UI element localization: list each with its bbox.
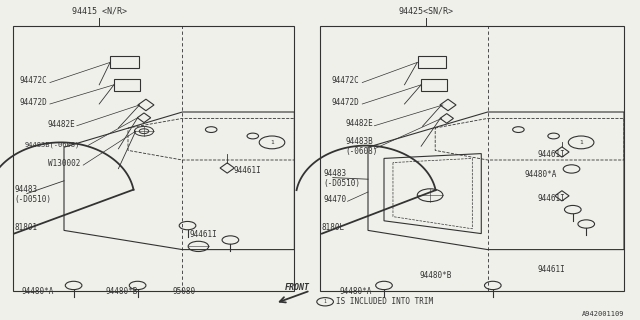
- Text: (-0608): (-0608): [346, 147, 378, 156]
- Text: 94472C: 94472C: [19, 76, 47, 85]
- Text: 94480*A: 94480*A: [21, 287, 54, 296]
- Text: IS INCLUDED INTO TRIM: IS INCLUDED INTO TRIM: [336, 297, 433, 306]
- Text: 94472D: 94472D: [332, 98, 359, 107]
- Text: 94480*A: 94480*A: [525, 170, 557, 179]
- Text: 94483: 94483: [14, 185, 37, 194]
- Text: 94461I: 94461I: [234, 166, 261, 175]
- Text: 94482E: 94482E: [346, 119, 373, 128]
- Bar: [13, 26, 294, 291]
- Text: W130002: W130002: [48, 159, 81, 168]
- Text: 94472C: 94472C: [332, 76, 359, 85]
- Text: 94461I: 94461I: [189, 230, 217, 239]
- Text: 95080: 95080: [173, 287, 196, 296]
- Text: 94461I: 94461I: [538, 194, 565, 203]
- Text: A942001109: A942001109: [582, 311, 624, 316]
- Text: 94425<SN/R>: 94425<SN/R>: [398, 7, 453, 16]
- Text: 1: 1: [270, 140, 274, 145]
- Text: 94483B(-0608): 94483B(-0608): [24, 141, 79, 148]
- Text: 94470: 94470: [323, 195, 346, 204]
- Bar: [320, 26, 624, 291]
- Text: FRONT: FRONT: [285, 283, 310, 292]
- Text: 94415 <N/R>: 94415 <N/R>: [72, 7, 127, 16]
- Text: 94480*B: 94480*B: [419, 271, 452, 280]
- Text: 94483B: 94483B: [346, 137, 373, 146]
- Text: 1: 1: [579, 140, 583, 145]
- Text: 94480*B: 94480*B: [106, 287, 138, 296]
- Text: 94482E: 94482E: [48, 120, 76, 129]
- Text: 94461I: 94461I: [538, 265, 565, 274]
- Text: 94472D: 94472D: [19, 98, 47, 107]
- Text: 8180L: 8180L: [322, 223, 345, 232]
- Text: (-D0510): (-D0510): [14, 195, 51, 204]
- Text: 81801: 81801: [14, 223, 37, 232]
- Text: 94483: 94483: [323, 169, 346, 178]
- Text: 94480*A: 94480*A: [339, 287, 372, 296]
- Text: 1: 1: [324, 299, 326, 304]
- Text: (-D0510): (-D0510): [323, 179, 360, 188]
- Text: 94461I: 94461I: [538, 150, 565, 159]
